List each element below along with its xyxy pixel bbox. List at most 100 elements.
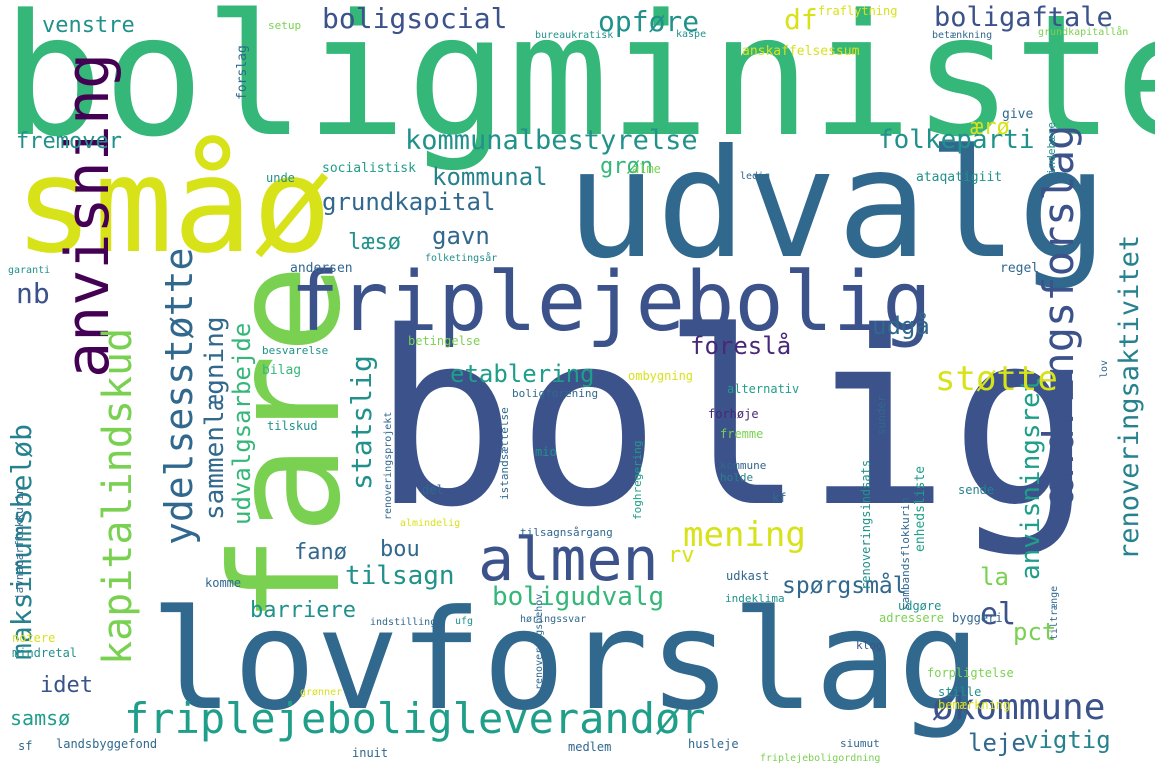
- word: ledig: [740, 171, 771, 182]
- word: almen: [478, 525, 659, 595]
- word: almindelig: [400, 518, 461, 529]
- word: ærø: [970, 115, 1010, 140]
- word: klog: [856, 639, 883, 652]
- word: ydelsesstøtte: [157, 247, 201, 545]
- word: notere: [12, 631, 56, 645]
- word: kommune: [720, 459, 767, 472]
- word: spørgsmål: [782, 573, 907, 599]
- word: el: [980, 597, 1017, 632]
- word: nb: [16, 277, 50, 310]
- word: kommunal: [432, 163, 548, 191]
- word: sende: [958, 483, 995, 497]
- word: lovforslag: [150, 580, 981, 741]
- word: tilskud: [267, 419, 318, 433]
- word: unde: [266, 171, 295, 185]
- word: sunder: [875, 395, 888, 435]
- word: df: [784, 3, 818, 36]
- word: støtte: [935, 359, 1058, 399]
- word: friplejebolig: [290, 255, 932, 350]
- word: læsø: [348, 230, 401, 255]
- word: enhedsliste: [913, 465, 928, 552]
- word: venstre: [42, 13, 135, 38]
- word: setup: [268, 19, 302, 32]
- word: renoveringsindsats: [859, 459, 873, 590]
- word: foghregering: [631, 440, 644, 520]
- word: forhøje: [708, 407, 759, 421]
- word: komme: [205, 576, 242, 590]
- word: boligforening: [512, 387, 599, 400]
- word: javnaðarflokkurin: [13, 487, 26, 600]
- word: siumut: [840, 737, 880, 750]
- word: barriere: [250, 598, 356, 623]
- word: tiltrænge: [1049, 585, 1060, 640]
- word: lov: [1099, 359, 1110, 378]
- word: sf: [18, 739, 33, 753]
- word: udvalg: [566, 118, 1108, 292]
- word: holde: [720, 471, 754, 484]
- word: kf: [772, 491, 787, 505]
- word: idet: [40, 673, 93, 698]
- word: tilsagn: [345, 561, 455, 591]
- word: kommunalbestyrelse: [405, 125, 698, 156]
- word: ombygning: [628, 369, 694, 383]
- word: give: [1002, 107, 1034, 122]
- word: udgå: [872, 312, 930, 340]
- word: boligudvalg: [492, 582, 665, 612]
- word: småø: [14, 129, 332, 283]
- word: forslag: [235, 45, 250, 100]
- word: friplejeboligordning: [760, 753, 881, 764]
- word: byggeri: [952, 611, 1003, 625]
- word: mindretal: [12, 646, 78, 660]
- word: boligaftale: [934, 2, 1113, 33]
- word: mening: [683, 515, 806, 555]
- word: la: [980, 563, 1009, 591]
- word: kaspe: [676, 29, 707, 40]
- word: inuit: [352, 746, 389, 760]
- word: grøn: [600, 154, 653, 179]
- word: anvisningsret: [1016, 376, 1046, 581]
- word: opføre: [598, 5, 700, 38]
- word: samsø: [10, 706, 71, 730]
- word: statslig: [345, 355, 378, 490]
- word: adressere: [879, 611, 945, 625]
- word: alternativ: [727, 382, 800, 396]
- word: andersen: [290, 261, 353, 276]
- word: renoveringsprojekt: [383, 411, 394, 520]
- word: folkeparti: [878, 125, 1035, 155]
- word: forpligtelse: [927, 666, 1014, 680]
- word: medlem: [568, 740, 612, 754]
- word: regel: [1000, 261, 1040, 276]
- word: grønner: [300, 687, 343, 698]
- word: udkast: [726, 569, 770, 583]
- word: grundkapitallån: [1038, 27, 1129, 38]
- word: boligsocial: [322, 2, 508, 35]
- word: stille: [938, 685, 982, 699]
- word: bureaukratisk: [535, 30, 614, 41]
- word: indstilling: [370, 617, 437, 628]
- word: bilag: [262, 363, 302, 378]
- word: bou: [380, 537, 420, 562]
- word: istandsættelse: [498, 407, 511, 500]
- word: sammenlægning: [200, 316, 230, 521]
- word: alme: [632, 162, 661, 176]
- word: vigtig: [1024, 726, 1111, 754]
- word: mio: [535, 445, 557, 459]
- word: fraflytning: [818, 4, 898, 18]
- word: del: [422, 483, 444, 497]
- word: pct: [1013, 618, 1057, 646]
- word: rv: [668, 543, 695, 568]
- word: foreslå: [690, 332, 792, 360]
- word: økommune: [932, 687, 1106, 728]
- word: landsbyggefond: [56, 737, 158, 751]
- word: garanti: [8, 265, 51, 276]
- word: ataqatigiit: [916, 170, 1003, 185]
- word: kapitalindskud: [95, 327, 141, 665]
- word: fanø: [294, 540, 347, 565]
- word: udgøre: [898, 599, 942, 613]
- word: betingelse: [408, 334, 481, 348]
- word: husleje: [688, 737, 739, 751]
- word: friplejeboligleverandør: [124, 694, 706, 743]
- word: udvalgsarbejde: [228, 322, 256, 525]
- word: sambandsflokkurin: [899, 497, 912, 610]
